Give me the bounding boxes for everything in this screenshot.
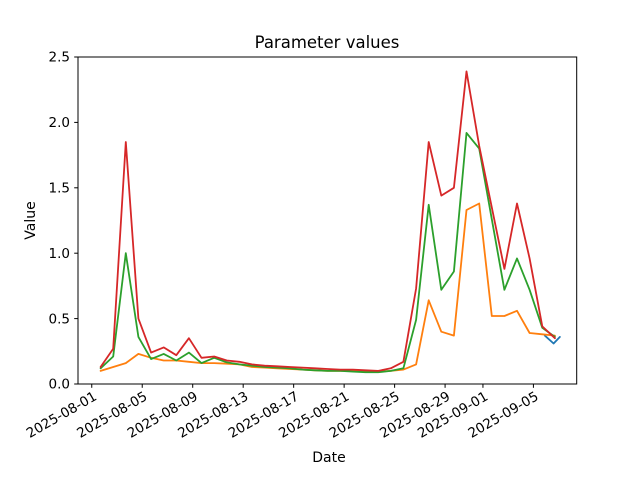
y-tick-label: 1.0: [49, 246, 70, 262]
plot-area: [77, 56, 578, 385]
series-layer: [99, 70, 561, 374]
y-tick-label: 0.5: [49, 311, 70, 327]
x-axis-label: Date: [312, 450, 345, 466]
chart-title: Parameter values: [255, 33, 400, 52]
series-blue-line: [543, 334, 561, 345]
y-tick-label: 1.5: [49, 181, 70, 197]
series-red-line: [99, 70, 556, 372]
y-axis-label: Value: [23, 201, 39, 239]
y-tick-label: 2.5: [49, 50, 70, 66]
y-tick-label: 0.0: [49, 377, 70, 393]
y-tick-label: 2.0: [49, 115, 70, 131]
